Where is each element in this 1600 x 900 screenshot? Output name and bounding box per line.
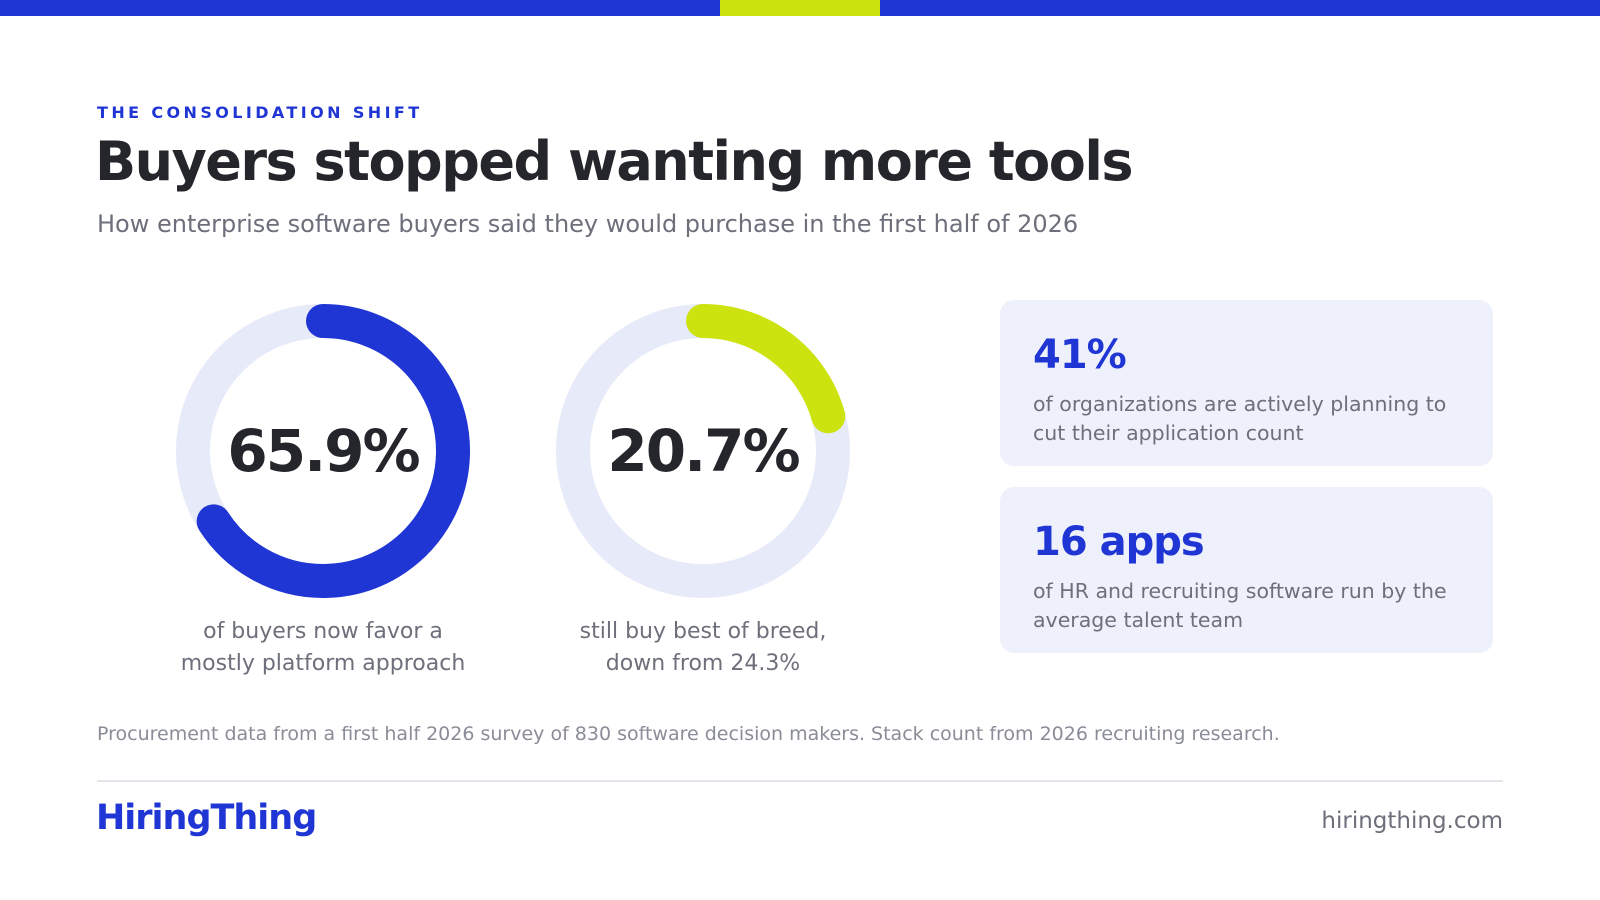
- donut-value-label: 65.9%: [227, 417, 420, 485]
- stat-card-app-count: 16 apps of HR and recruiting software ru…: [1000, 487, 1493, 653]
- caption-line: mostly platform approach: [180, 651, 466, 676]
- top-accent-bar: [720, 0, 880, 16]
- stat-value: 16 apps: [1033, 519, 1205, 565]
- caption-line: of buyers now favor a: [203, 619, 443, 644]
- stat-value: 41%: [1033, 332, 1127, 378]
- donut-value-label: 20.7%: [607, 417, 800, 485]
- donut-value-arc: [686, 304, 846, 434]
- stat-card-app-reduction: 41% of organizations are actively planni…: [1000, 300, 1493, 466]
- eyebrow-label: THE CONSOLIDATION SHIFT: [97, 103, 423, 122]
- donut-value-arc: [196, 304, 470, 598]
- page-title: Buyers stopped wanting more tools: [95, 130, 1134, 193]
- brand-logo-text: HiringThing: [96, 798, 317, 838]
- platform-donut-caption: of buyers now favor a mostly platform ap…: [143, 616, 503, 680]
- platform-donut-chart: 65.9%: [168, 296, 478, 606]
- caption-line: still buy best of breed,: [579, 619, 827, 644]
- stat-description: of organizations are actively planning t…: [1033, 392, 1447, 445]
- best-of-breed-donut-chart: 20.7%: [548, 296, 858, 606]
- website-url[interactable]: hiringthing.com: [1321, 808, 1503, 834]
- page-subtitle: How enterprise software buyers said they…: [97, 210, 1079, 238]
- best-of-breed-donut-svg: [556, 304, 850, 598]
- source-footnote: Procurement data from a first half 2026 …: [97, 723, 1280, 745]
- footer-divider: [97, 780, 1503, 782]
- platform-donut-svg: [176, 304, 470, 598]
- stat-description: of HR and recruiting software run by the…: [1033, 579, 1447, 632]
- best-of-breed-donut-caption: still buy best of breed, down from 24.3%: [523, 616, 883, 680]
- caption-line: down from 24.3%: [605, 651, 801, 676]
